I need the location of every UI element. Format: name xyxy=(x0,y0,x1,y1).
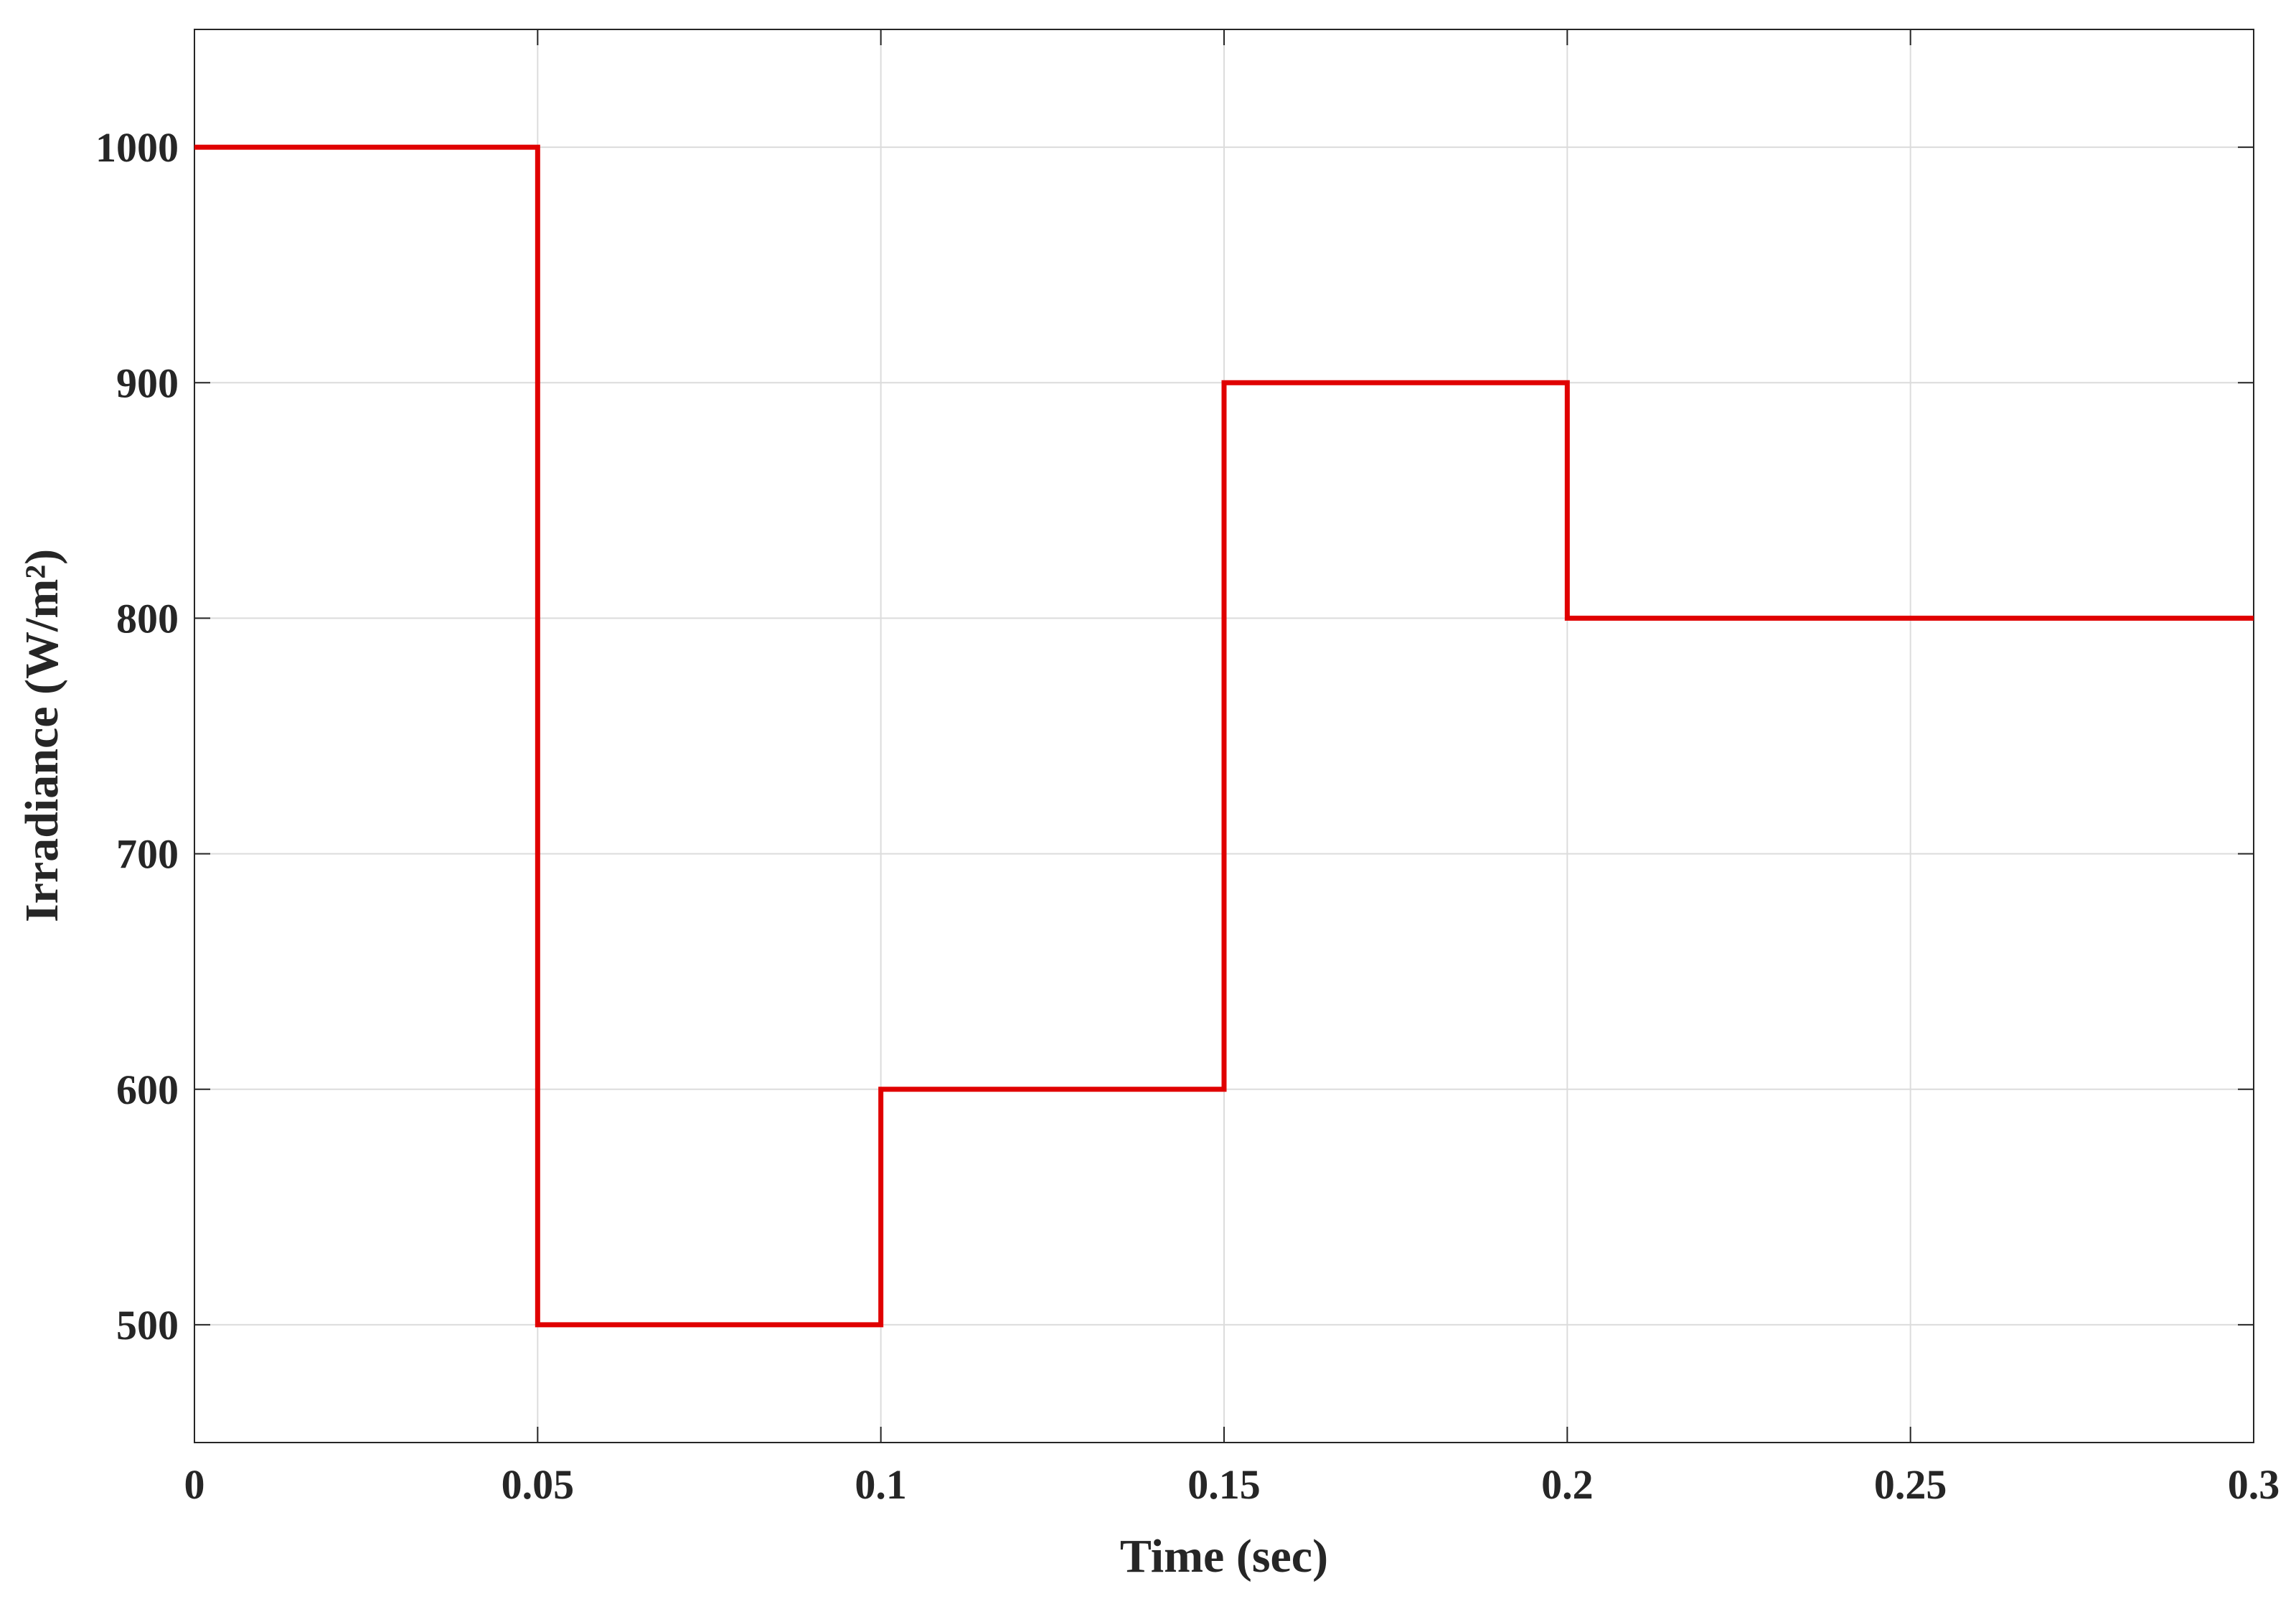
y-tick-label: 600 xyxy=(116,1066,179,1113)
x-tick-label: 0.3 xyxy=(2228,1461,2280,1508)
x-tick-label: 0.15 xyxy=(1187,1461,1261,1508)
y-tick-label: 700 xyxy=(116,831,179,878)
y-tick-label: 1000 xyxy=(95,124,179,171)
y-tick-label: 800 xyxy=(116,595,179,642)
x-tick-label: 0.25 xyxy=(1874,1461,1947,1508)
x-tick-label: 0.1 xyxy=(855,1461,907,1508)
y-axis-label: Irradiance (W/m²) xyxy=(16,549,68,922)
x-tick-label: 0 xyxy=(184,1461,205,1508)
y-tick-label: 500 xyxy=(116,1302,179,1349)
data-line xyxy=(194,144,2254,1328)
x-tick-label: 0.2 xyxy=(1541,1461,1594,1508)
x-axis-label: Time (sec) xyxy=(1120,1530,1328,1582)
y-tick-label: 900 xyxy=(116,360,179,406)
x-tick-label: 0.05 xyxy=(502,1461,575,1508)
plot-frame xyxy=(194,29,2254,1443)
